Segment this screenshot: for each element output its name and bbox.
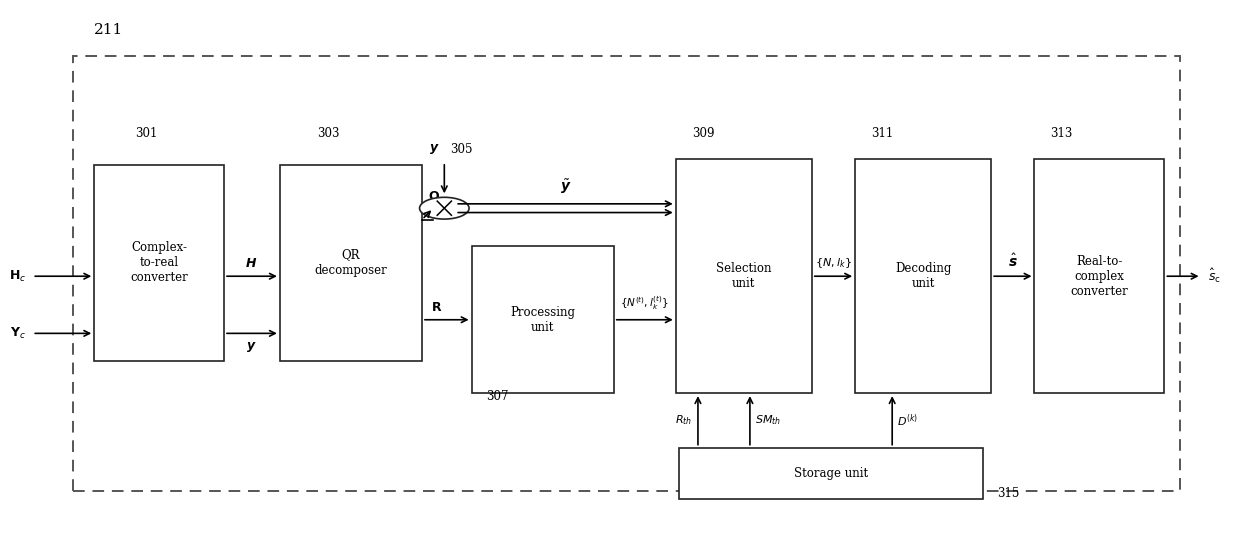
Text: $\mathbf{Y}_c$: $\mathbf{Y}_c$ (10, 326, 26, 341)
Bar (676, 159, 812, 393)
Bar (94, 165, 224, 360)
Text: Selection
unit: Selection unit (715, 262, 771, 290)
Text: $\tilde{\boldsymbol{y}}$: $\tilde{\boldsymbol{y}}$ (559, 178, 572, 196)
Text: $\boldsymbol{y}$: $\boldsymbol{y}$ (429, 142, 440, 156)
Text: $\boldsymbol{y}$: $\boldsymbol{y}$ (246, 340, 257, 354)
Bar (73, 56, 1180, 491)
Text: 313: 313 (1050, 127, 1073, 140)
Text: $\boldsymbol{H}$: $\boldsymbol{H}$ (246, 257, 258, 270)
Text: Decoding
unit: Decoding unit (895, 262, 951, 290)
Bar (680, 447, 982, 499)
Bar (856, 159, 991, 393)
Text: Processing
unit: Processing unit (510, 306, 575, 334)
Ellipse shape (419, 197, 469, 219)
Text: 211: 211 (94, 23, 124, 37)
Bar (280, 165, 422, 360)
Text: 305: 305 (450, 143, 472, 156)
Text: $\{N, l_k\}$: $\{N, l_k\}$ (815, 256, 852, 270)
Text: 307: 307 (486, 390, 508, 403)
Text: $\hat{\boldsymbol{s}}$: $\hat{\boldsymbol{s}}$ (1008, 253, 1018, 270)
Bar (471, 246, 614, 393)
Text: 311: 311 (872, 127, 893, 140)
Text: $SM_{th}$: $SM_{th}$ (755, 414, 781, 427)
Text: $R_{th}$: $R_{th}$ (675, 414, 692, 427)
Text: $\mathbf{H}_c$: $\mathbf{H}_c$ (9, 269, 26, 284)
Text: $\mathbf{R}$: $\mathbf{R}$ (432, 301, 443, 315)
Text: $\{N^{(t)},l_k^{(t)}\}$: $\{N^{(t)},l_k^{(t)}\}$ (620, 294, 670, 312)
Text: Storage unit: Storage unit (794, 467, 868, 480)
Text: 315: 315 (997, 487, 1019, 501)
Text: $\mathbf{Q}$: $\mathbf{Q}$ (428, 189, 440, 203)
Text: 301: 301 (135, 127, 157, 140)
Text: $D^{(k)}$: $D^{(k)}$ (897, 412, 919, 429)
Text: Real-to-
complex
converter: Real-to- complex converter (1070, 255, 1128, 298)
Text: 303: 303 (317, 127, 340, 140)
Bar (1034, 159, 1164, 393)
Text: Complex-
to-real
converter: Complex- to-real converter (130, 241, 188, 284)
Text: QR
decomposer: QR decomposer (315, 249, 387, 277)
Text: 309: 309 (692, 127, 714, 140)
Text: $\hat{s}_\mathrm{c}$: $\hat{s}_\mathrm{c}$ (1208, 267, 1220, 286)
